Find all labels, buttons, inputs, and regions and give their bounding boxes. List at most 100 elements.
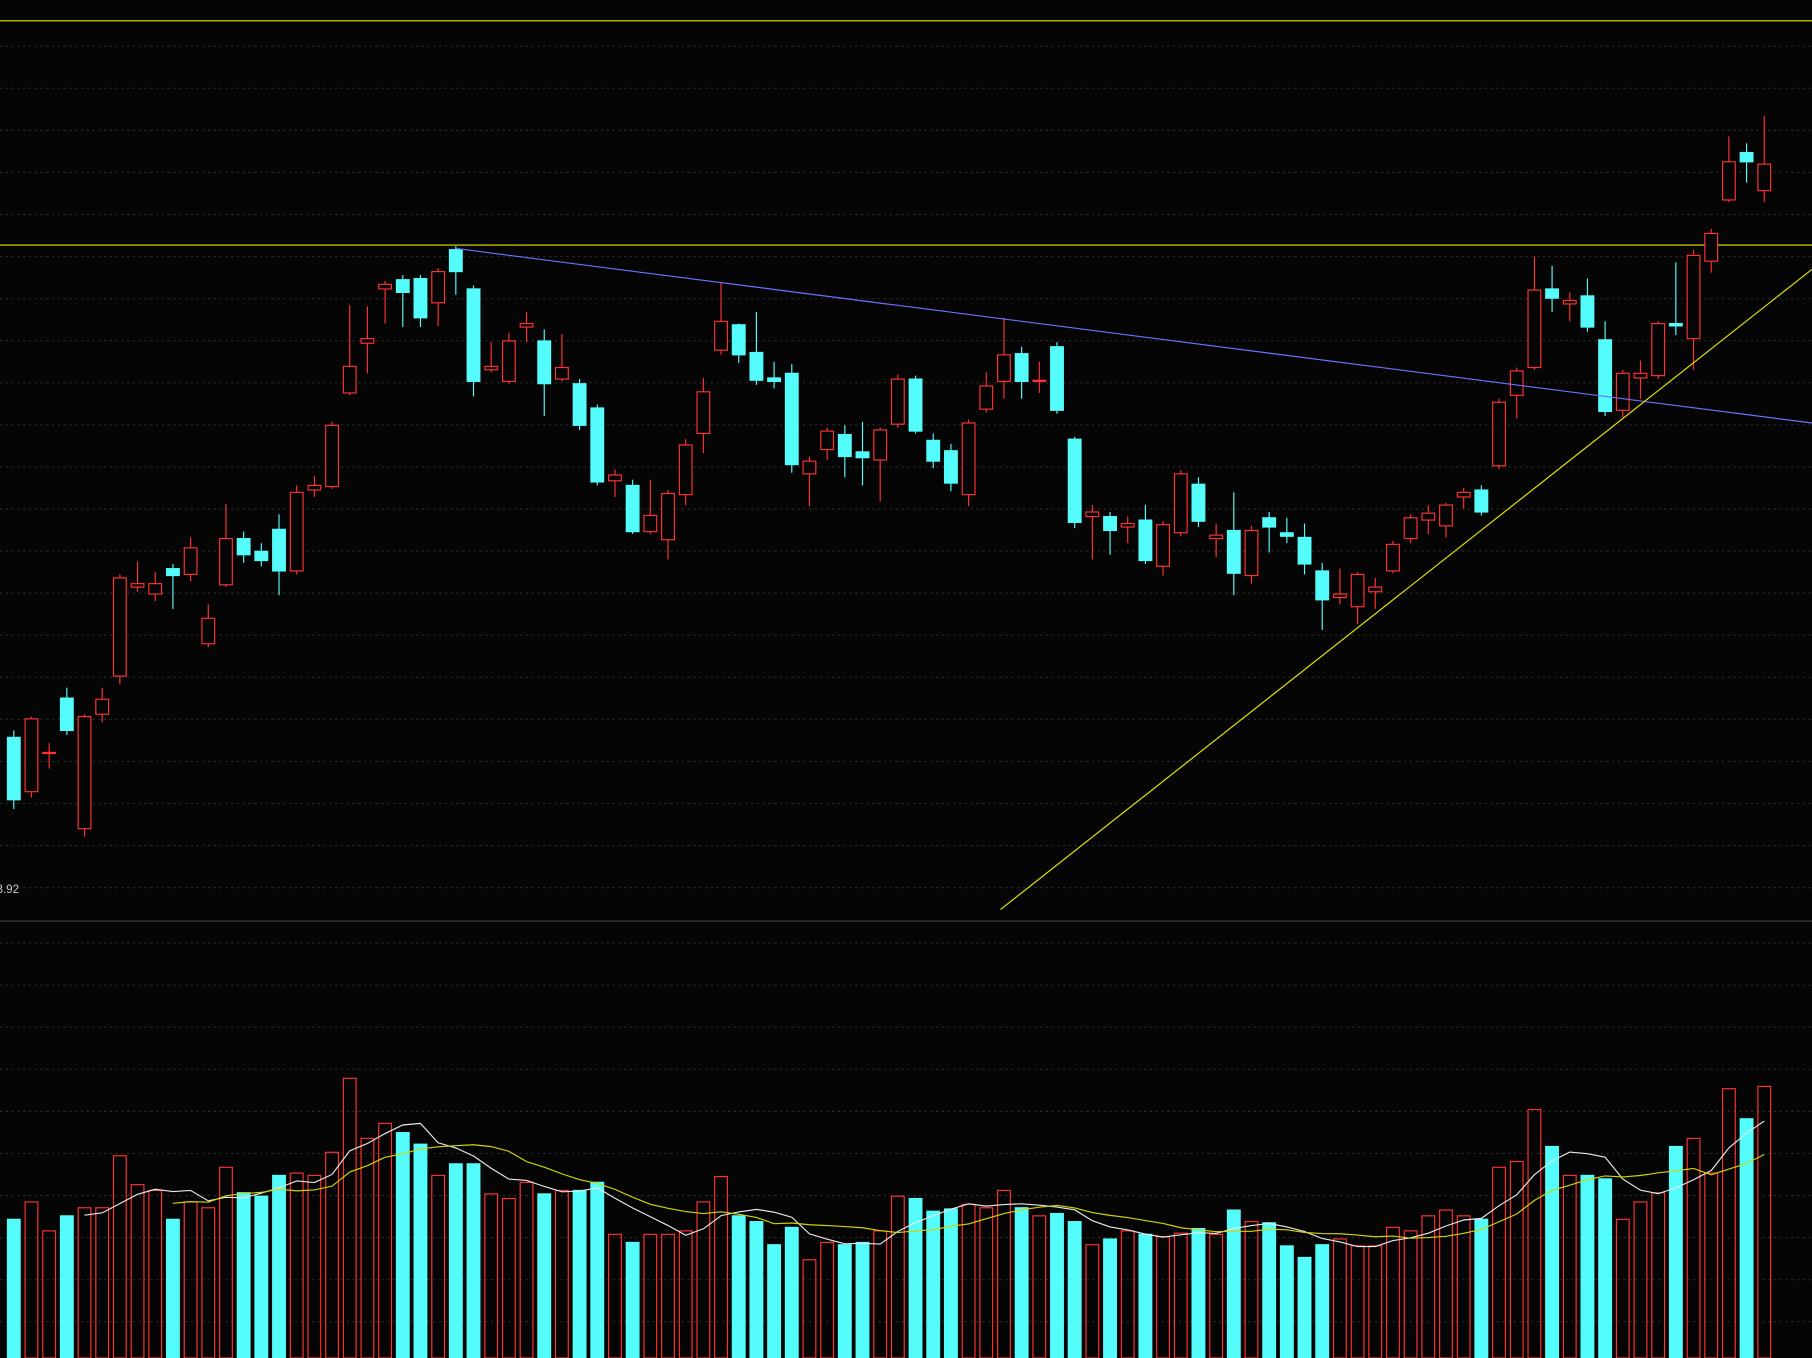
candle-body <box>201 617 216 645</box>
volume-bar <box>1739 1118 1754 1358</box>
volume-bar <box>24 1201 39 1358</box>
candle-body <box>749 351 764 381</box>
candle-body <box>1403 517 1418 540</box>
candle-body <box>554 366 569 380</box>
volume-bar <box>130 1184 145 1358</box>
candle-body <box>1350 573 1365 608</box>
volume-bar <box>661 1233 675 1358</box>
candle-body <box>219 537 233 586</box>
candle-body <box>272 528 286 572</box>
candle-body <box>731 324 746 356</box>
volume-bar <box>1279 1245 1294 1358</box>
volume-bar <box>1085 1244 1100 1358</box>
volume-bar <box>767 1244 782 1358</box>
volume-bar <box>165 1218 180 1358</box>
volume-bar <box>395 1132 410 1358</box>
candle-body <box>1262 517 1277 528</box>
candle-body <box>643 514 658 533</box>
volume-ma-line <box>172 1144 1765 1239</box>
candle-body <box>130 583 145 588</box>
candle-body <box>1368 586 1383 593</box>
price-label: 3.92 <box>0 884 19 896</box>
candle-body <box>625 484 640 533</box>
volume-bar <box>448 1163 463 1358</box>
volume-bar <box>625 1241 640 1358</box>
candle-body <box>590 407 605 483</box>
volume-bar <box>254 1195 269 1358</box>
volume-bar <box>802 1259 817 1358</box>
candle-body <box>325 424 340 488</box>
volume-bar <box>219 1166 233 1358</box>
candle-body <box>95 698 110 715</box>
volume-bar <box>1598 1178 1613 1358</box>
candle-body <box>943 450 958 484</box>
volume-bar <box>908 1197 923 1358</box>
volume-bar <box>731 1215 746 1358</box>
candle-body <box>289 491 304 572</box>
volume-bar <box>431 1174 446 1358</box>
volume-bar <box>554 1189 569 1358</box>
candle-body <box>77 715 92 830</box>
volume-bar <box>1226 1209 1241 1358</box>
candle-body <box>519 323 534 328</box>
volume-bar <box>1297 1256 1312 1358</box>
volume-bar <box>943 1208 958 1358</box>
candle-body <box>1668 323 1683 327</box>
volume-bar <box>1386 1226 1400 1358</box>
candle-body <box>1456 491 1471 498</box>
candle-body <box>165 568 180 577</box>
volume-bar <box>979 1207 994 1358</box>
candle-body <box>1651 323 1666 377</box>
candle-body <box>1721 161 1736 201</box>
candle-body <box>1615 372 1630 411</box>
volume-bar <box>678 1230 693 1358</box>
volume-bar <box>1138 1233 1153 1358</box>
volume-bar <box>643 1233 658 1358</box>
candle-body <box>1492 401 1506 467</box>
candle-body <box>42 751 57 755</box>
candle-body <box>908 378 923 432</box>
volume-bar <box>1209 1233 1224 1358</box>
candle-body <box>1244 529 1259 577</box>
candle-body <box>1332 593 1347 599</box>
candle-body <box>466 288 481 382</box>
volume-bar <box>1509 1160 1524 1358</box>
candle-body <box>1173 473 1188 534</box>
candle-body <box>1509 370 1524 396</box>
candle-body <box>1562 299 1577 305</box>
candle-body <box>183 547 198 575</box>
volume-bar <box>696 1201 711 1358</box>
candle-body <box>1386 543 1400 572</box>
volume-bar <box>1368 1245 1383 1358</box>
volume-bar <box>484 1193 499 1358</box>
volume-bar <box>608 1233 622 1358</box>
candle-body <box>572 383 587 426</box>
candle-body <box>1633 372 1648 379</box>
candle-body <box>1085 511 1100 518</box>
volume-bar <box>1615 1218 1630 1358</box>
candle-body <box>1439 504 1453 527</box>
volume-bar <box>307 1174 322 1358</box>
candle-body <box>307 484 322 491</box>
candle-body <box>148 583 163 595</box>
volume-bar <box>112 1155 127 1358</box>
candle-body <box>1050 346 1064 411</box>
candle-body <box>112 577 127 677</box>
volume-bar <box>1633 1201 1648 1358</box>
candle-body <box>1757 163 1772 192</box>
volume-bar <box>1492 1166 1506 1358</box>
candle-body <box>961 422 976 496</box>
candle-body <box>1297 536 1312 565</box>
volume-bar <box>289 1172 304 1358</box>
candle-body <box>837 433 852 458</box>
candle-body <box>254 550 269 562</box>
candle-body <box>342 365 357 394</box>
candle-body <box>696 391 711 434</box>
candle-body <box>926 439 941 462</box>
candle-body <box>1598 339 1613 413</box>
volume-bar <box>1103 1238 1117 1358</box>
volume-bar <box>837 1244 852 1358</box>
volume-bar <box>537 1193 552 1358</box>
volume-bar <box>378 1122 393 1358</box>
candle-body <box>413 277 428 319</box>
